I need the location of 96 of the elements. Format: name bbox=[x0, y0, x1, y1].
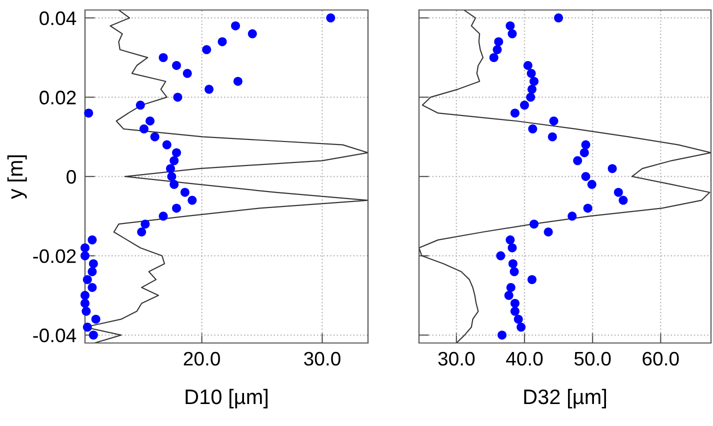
x-tick-label: 20.0 bbox=[184, 352, 220, 366]
point bbox=[530, 76, 539, 86]
point bbox=[91, 314, 100, 324]
point bbox=[84, 108, 94, 118]
point bbox=[188, 196, 197, 205]
x-tick-label: 30.0 bbox=[304, 352, 340, 366]
point bbox=[514, 314, 523, 324]
point bbox=[80, 290, 90, 300]
point bbox=[510, 298, 520, 308]
point bbox=[231, 21, 240, 30]
point bbox=[496, 251, 506, 260]
point bbox=[549, 116, 558, 126]
point bbox=[583, 204, 592, 213]
point bbox=[136, 100, 145, 110]
point bbox=[162, 140, 172, 150]
point bbox=[587, 180, 596, 189]
point bbox=[204, 84, 214, 94]
point bbox=[608, 164, 617, 174]
point bbox=[489, 53, 498, 62]
point bbox=[506, 283, 516, 292]
x-tick-label: 60.0 bbox=[642, 352, 679, 366]
point bbox=[88, 259, 98, 268]
y-tick-label: 0.02 bbox=[40, 90, 76, 104]
point bbox=[88, 283, 97, 292]
point bbox=[580, 148, 589, 158]
point bbox=[494, 37, 504, 46]
point bbox=[573, 156, 582, 166]
point bbox=[527, 84, 536, 94]
point bbox=[170, 156, 179, 166]
point bbox=[172, 61, 182, 70]
point bbox=[508, 243, 517, 252]
point bbox=[506, 21, 515, 30]
point bbox=[202, 45, 212, 54]
y-tick-label: 0.04 bbox=[40, 11, 76, 26]
point bbox=[172, 204, 182, 213]
point bbox=[548, 132, 557, 142]
point bbox=[172, 148, 182, 158]
point bbox=[498, 330, 507, 340]
point bbox=[530, 220, 539, 229]
point bbox=[167, 172, 176, 181]
point bbox=[82, 306, 91, 316]
point bbox=[520, 100, 529, 110]
point bbox=[158, 212, 168, 221]
y-tick-label: 0 bbox=[66, 170, 76, 184]
point bbox=[516, 322, 526, 332]
x-tick-label: 40.0 bbox=[506, 352, 543, 366]
point bbox=[80, 243, 90, 252]
point bbox=[508, 259, 518, 268]
point bbox=[544, 228, 553, 236]
x-tick-label: 50.0 bbox=[574, 352, 611, 366]
point bbox=[233, 76, 242, 86]
point bbox=[504, 290, 514, 300]
point bbox=[182, 68, 192, 78]
point bbox=[170, 180, 179, 189]
x-axis-title: D32 [µm] bbox=[524, 388, 606, 408]
point bbox=[140, 124, 149, 134]
point bbox=[146, 116, 155, 126]
point bbox=[82, 322, 92, 332]
point bbox=[568, 212, 577, 221]
point bbox=[506, 235, 515, 244]
x-axis-title: D10 [µm] bbox=[186, 388, 268, 408]
point bbox=[248, 29, 257, 38]
point bbox=[88, 235, 97, 244]
x-tick-label: 30.0 bbox=[438, 352, 475, 366]
point bbox=[137, 228, 146, 236]
point bbox=[88, 267, 97, 276]
point bbox=[80, 251, 90, 260]
point bbox=[88, 330, 98, 340]
point bbox=[510, 108, 520, 118]
point bbox=[618, 196, 628, 205]
point bbox=[581, 172, 590, 181]
point bbox=[526, 68, 536, 78]
point bbox=[523, 61, 532, 70]
y-axis-title: y [m] bbox=[7, 155, 27, 200]
point bbox=[140, 220, 150, 229]
point bbox=[526, 92, 536, 102]
point bbox=[508, 29, 517, 38]
point bbox=[158, 53, 168, 62]
point bbox=[554, 13, 564, 22]
point bbox=[510, 306, 520, 316]
point bbox=[326, 13, 336, 22]
y-tick-label: -0.04 bbox=[33, 328, 76, 342]
point bbox=[150, 132, 160, 142]
point bbox=[581, 140, 590, 150]
point bbox=[180, 188, 190, 197]
point bbox=[492, 45, 502, 54]
point bbox=[82, 275, 92, 284]
point bbox=[80, 298, 90, 308]
point bbox=[218, 37, 227, 46]
point bbox=[510, 267, 519, 276]
point bbox=[614, 188, 623, 197]
y-tick-label: -0.02 bbox=[33, 249, 76, 264]
point bbox=[527, 275, 536, 284]
point bbox=[166, 164, 176, 174]
point bbox=[528, 124, 538, 134]
point bbox=[173, 92, 182, 102]
